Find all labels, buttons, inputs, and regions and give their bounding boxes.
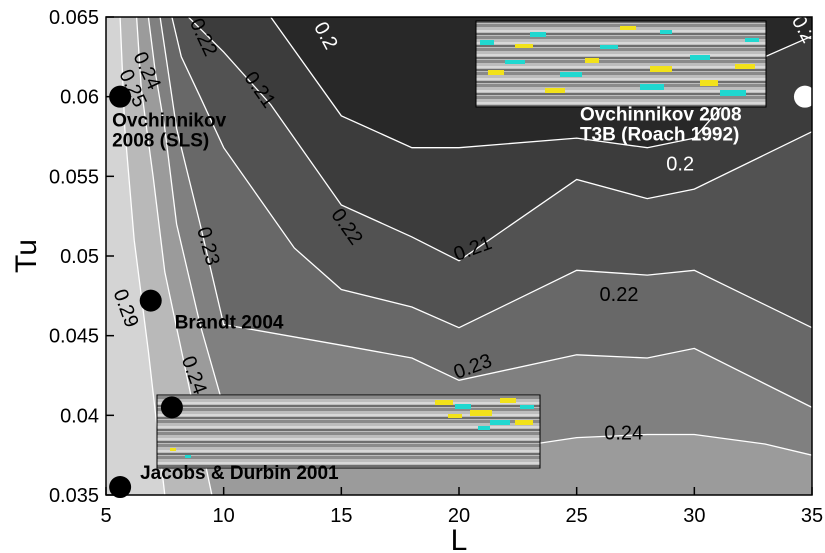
data-point — [793, 85, 816, 108]
y-tick-label: 0.045 — [49, 326, 99, 348]
x-tick-label: 10 — [213, 505, 235, 527]
contour-line — [171, 17, 812, 329]
x-tick-label: 35 — [801, 505, 823, 527]
data-points — [109, 85, 816, 499]
contour-band — [106, 17, 812, 495]
contour-label: 0.2 — [666, 153, 694, 175]
point-label: Brandt 2004 — [175, 313, 284, 334]
point-label: 2008 (SLS) — [112, 131, 209, 152]
contour-line — [187, 17, 812, 262]
y-tick-label: 0.035 — [49, 485, 99, 507]
y-axis: 0.035 0.04 0.045 0.05 0.055 0.06 0.065 — [49, 7, 114, 507]
inset-flow-visualization-bottom — [156, 394, 541, 469]
contour-label: 0.24 — [604, 423, 643, 445]
x-tick-label: 25 — [566, 505, 588, 527]
y-tick-label: 0.04 — [60, 405, 99, 427]
point-label: Ovchinnikov — [112, 111, 226, 132]
contour-line — [159, 17, 812, 408]
x-tick-label: 5 — [100, 505, 111, 527]
data-point — [160, 396, 183, 419]
data-point — [109, 85, 132, 108]
x-tick-label: 15 — [330, 505, 352, 527]
x-tick-label: 20 — [448, 505, 470, 527]
point-label: Ovchinnikov 2008 — [580, 105, 742, 126]
y-axis-label: Tu — [10, 239, 43, 273]
point-label: Jacobs & Durbin 2001 — [140, 463, 339, 484]
y-tick-label: 0.05 — [60, 246, 99, 268]
y-tick-label: 0.06 — [60, 87, 99, 109]
x-tick-label: 30 — [683, 505, 705, 527]
y-tick-label: 0.065 — [49, 7, 99, 29]
y-tick-label: 0.055 — [49, 166, 99, 188]
data-point — [109, 476, 132, 499]
inset-flow-visualization-top — [475, 20, 767, 108]
point-label: T3B (Roach 1992) — [580, 125, 739, 146]
x-axis-label: L — [451, 524, 468, 553]
x-axis: 5 10 15 20 25 30 35 — [100, 487, 823, 527]
data-point — [139, 289, 162, 312]
contour-label: 0.22 — [600, 284, 639, 306]
